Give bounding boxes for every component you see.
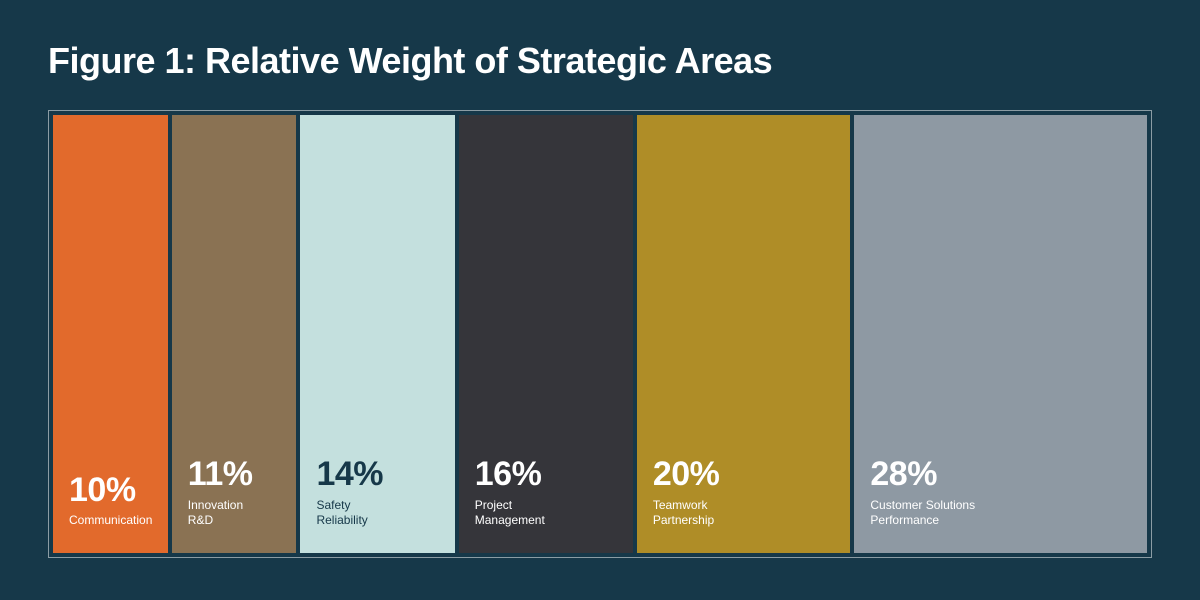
segment-5: 28% Customer Solutions Performance xyxy=(854,115,1147,553)
segment-percent: 11% xyxy=(188,456,297,493)
segment-label: Innovation R&D xyxy=(188,498,297,529)
segment-1: 11% Innovation R&D xyxy=(172,115,297,553)
segment-0: 10% Communication xyxy=(53,115,168,553)
segment-label: Teamwork Partnership xyxy=(653,498,851,529)
segment-percent: 20% xyxy=(653,456,851,493)
figure-title: Figure 1: Relative Weight of Strategic A… xyxy=(48,40,1152,82)
segment-percent: 10% xyxy=(69,472,168,509)
segment-percent: 16% xyxy=(475,456,633,493)
segment-4: 20% Teamwork Partnership xyxy=(637,115,851,553)
figure-container: Figure 1: Relative Weight of Strategic A… xyxy=(0,0,1200,600)
segment-2: 14% Safety Reliability xyxy=(300,115,454,553)
segment-percent: 14% xyxy=(316,456,454,493)
segment-label: Communication xyxy=(69,513,168,529)
segment-label: Project Management xyxy=(475,498,633,529)
segment-label: Customer Solutions Performance xyxy=(870,498,1147,529)
proportional-bar-chart: 10% Communication 11% Innovation R&D 14% Safe… xyxy=(48,110,1152,558)
segment-label: Safety Reliability xyxy=(316,498,454,529)
segment-percent: 28% xyxy=(870,456,1147,493)
segment-3: 16% Project Management xyxy=(459,115,633,553)
